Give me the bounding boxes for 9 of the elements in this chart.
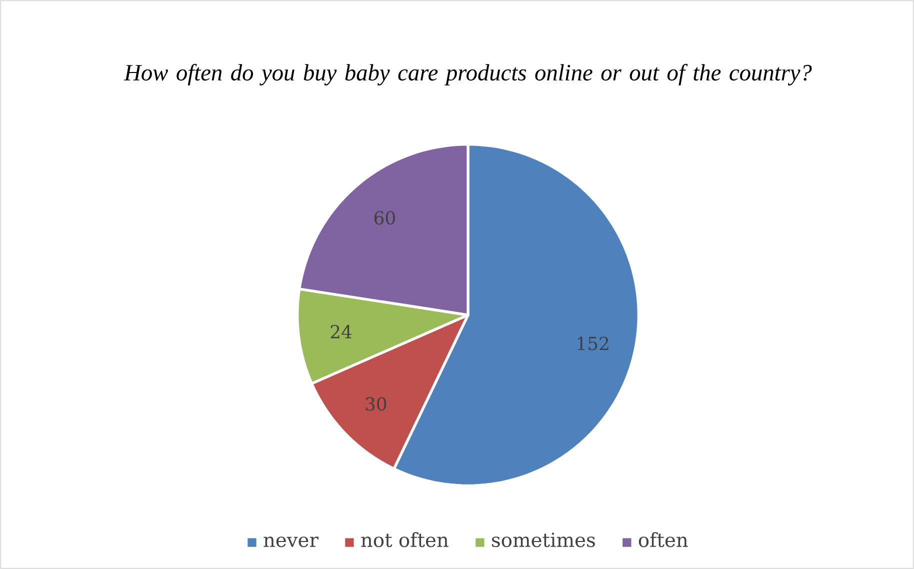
chart-title: How often do you buy baby care products online or out of the country? [124,64,812,86]
legend-label: often [638,532,688,548]
data-label: 152 [578,336,608,350]
data-label: 30 [366,397,386,411]
legend-label: not often [361,532,448,548]
legend-label: sometimes [492,532,595,548]
data-label: 24 [330,324,352,338]
legend-label: never [264,536,318,548]
data-label: 60 [374,211,395,225]
